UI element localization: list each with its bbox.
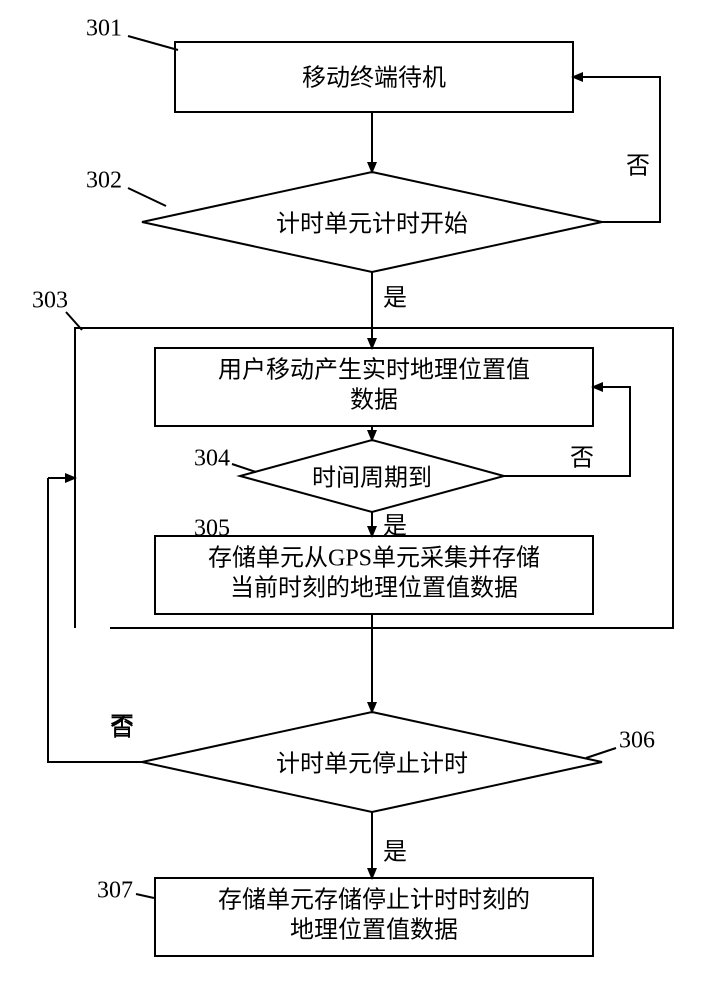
edge-306-no-redrawn: 否 xyxy=(110,714,134,740)
